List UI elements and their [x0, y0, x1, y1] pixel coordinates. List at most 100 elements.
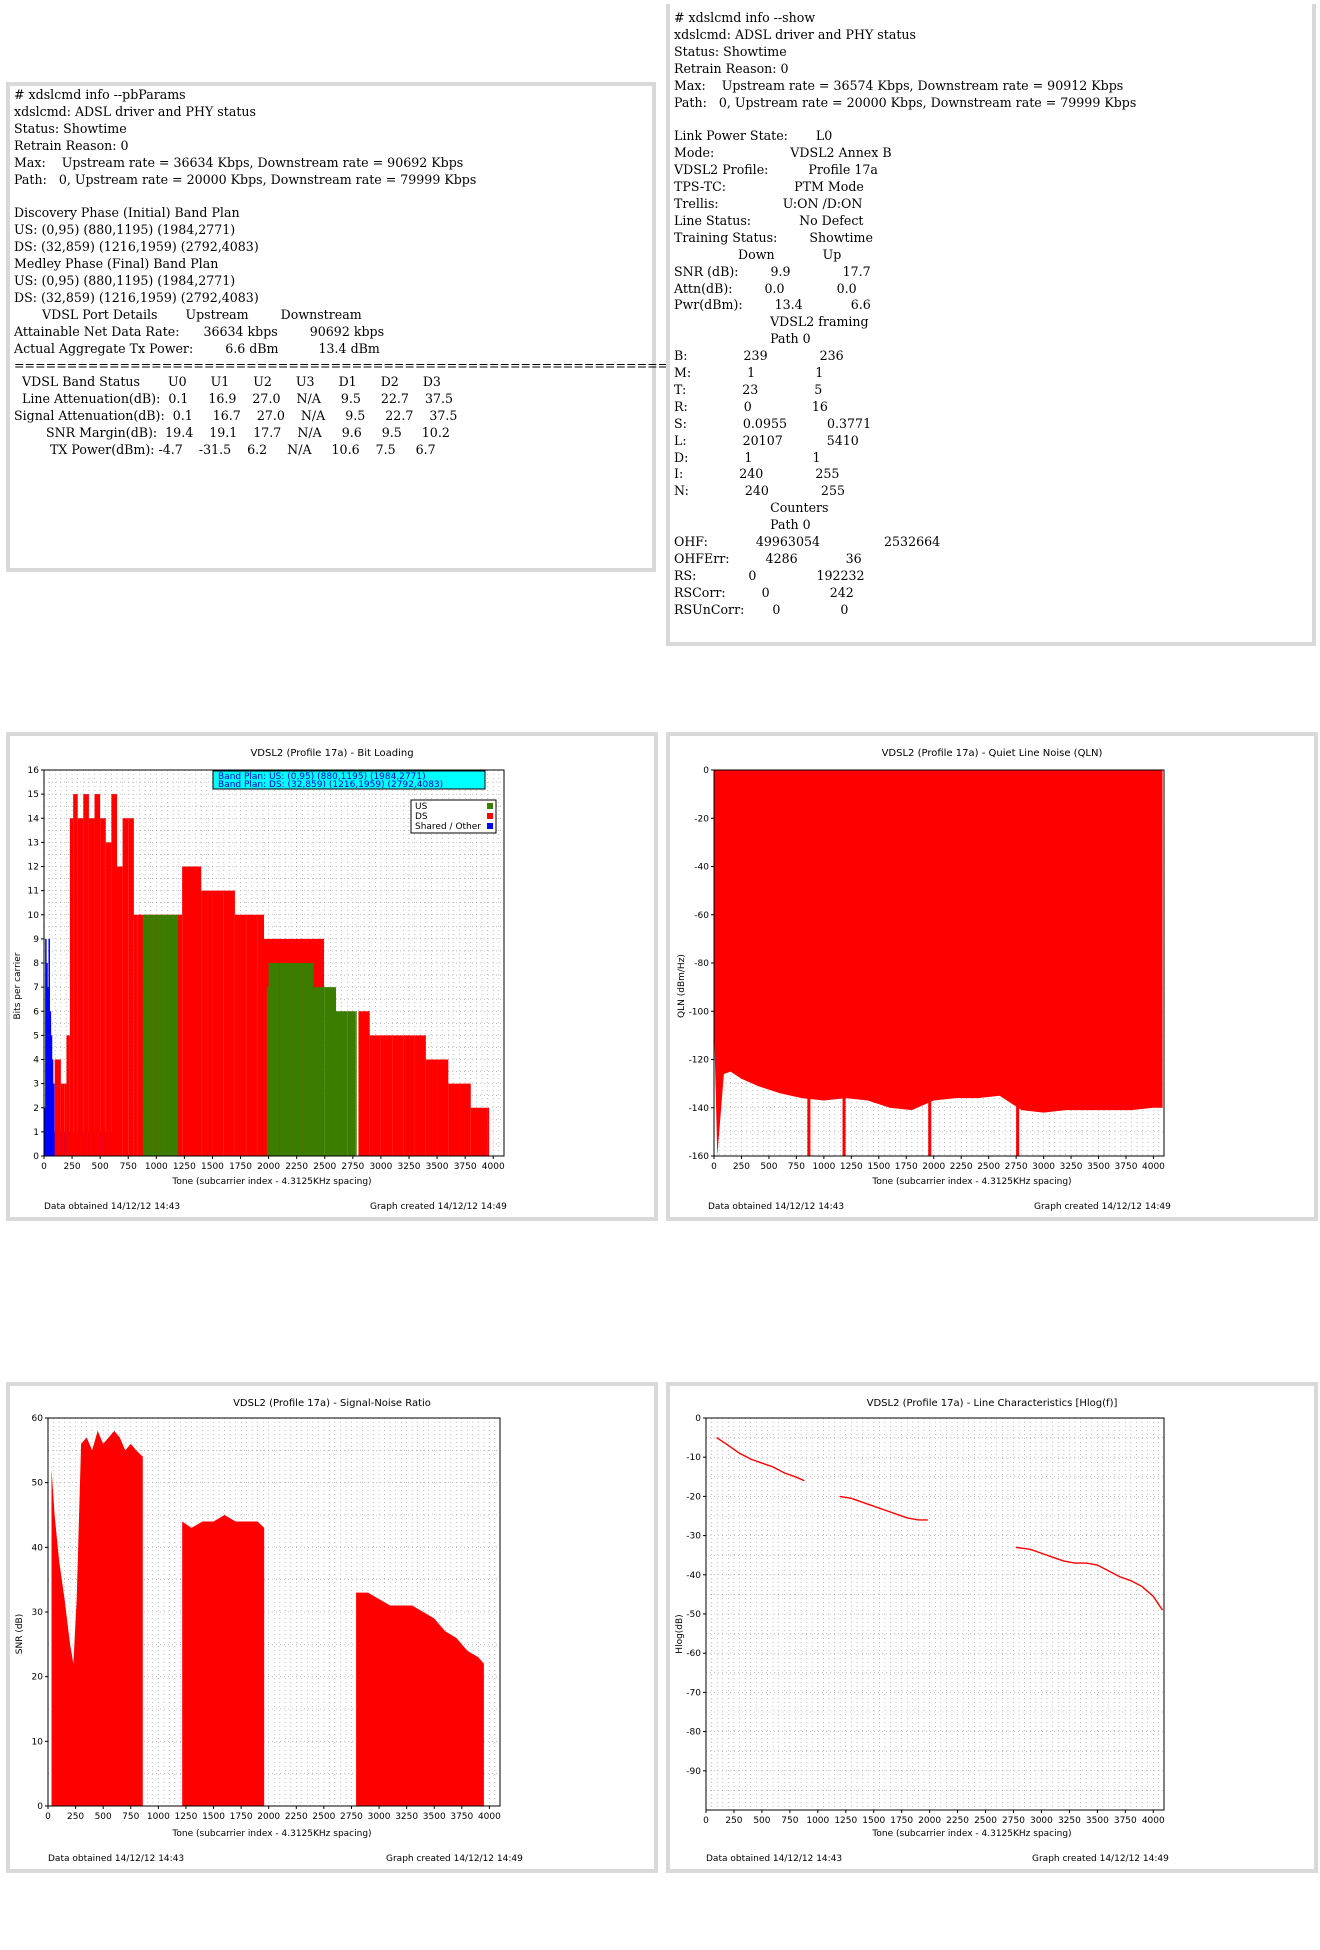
- bit-bar-shared-other: [49, 1011, 52, 1156]
- y-tick-label: -30: [686, 1532, 701, 1542]
- y-tick-label: 6: [33, 1007, 39, 1017]
- x-tick-label: 0: [45, 1812, 51, 1822]
- show-line: Path 0: [770, 331, 811, 347]
- x-tick-label: 4000: [482, 1162, 505, 1172]
- qln-chart: 0 250 500 750 1000 1250 1500 1750 2000 2250 2500 27…: [677, 748, 1171, 1212]
- pbparams-line: Status: Showtime: [14, 120, 127, 136]
- x-axis-label: Tone (subcarrier index - 4.3125KHz spaci…: [871, 1177, 1071, 1187]
- x-tick-label: 750: [122, 1812, 139, 1822]
- y-tick-label: -140: [689, 1104, 710, 1114]
- bit-bar-us: [291, 963, 303, 1156]
- y-tick-label: -100: [689, 1007, 710, 1017]
- x-tick-label: 1250: [840, 1162, 863, 1172]
- hlog-graph: 0 250 500 750 1000 1250 1500 1750 2000 2250 2500 27…: [666, 1382, 1318, 1873]
- y-tick-label: -70: [686, 1688, 701, 1698]
- x-tick-label: 2750: [340, 1812, 363, 1822]
- y-tick-label: 30: [32, 1608, 44, 1618]
- show-line: RSCorr: 0 242: [674, 584, 854, 600]
- x-axis-label: Tone (subcarrier index - 4.3125KHz spaci…: [871, 1829, 1071, 1839]
- x-tick-label: 1250: [173, 1162, 196, 1172]
- graph-created: Graph created 14/12/12 14:49: [386, 1854, 523, 1864]
- y-tick-label: 10: [28, 911, 40, 921]
- bit-bar-ds: [246, 914, 258, 1156]
- x-tick-label: 2000: [922, 1162, 945, 1172]
- chart-title: VDSL2 (Profile 17a) - Bit Loading: [250, 748, 413, 759]
- x-tick-label: 4000: [1142, 1816, 1165, 1826]
- show-line: RSUnCorr: 0 0: [674, 601, 849, 617]
- show-line: TPS-TC: PTM Mode: [674, 179, 864, 195]
- band-plan-us: Band Plan: US: (0,95) (880,1195) (1984,2…: [218, 772, 426, 782]
- bit-bar-ds: [392, 1035, 404, 1156]
- qln-graph: 0 250 500 750 1000 1250 1500 1750 2000 2250 2500 27…: [666, 732, 1318, 1221]
- show-line: SNR (dB): 9.9 17.7: [674, 263, 871, 279]
- x-tick-label: 3500: [1087, 1162, 1110, 1172]
- bit-bar-shared-other: [46, 963, 48, 1156]
- bit-bar-ds: [66, 1035, 70, 1156]
- x-tick-label: 2750: [341, 1162, 364, 1172]
- show-line: Down Up: [738, 246, 842, 262]
- show-line: N: 240 255: [674, 483, 845, 499]
- x-tick-label: 750: [781, 1816, 798, 1826]
- bit-bar-shared-other: [47, 987, 49, 1156]
- x-tick-label: 500: [760, 1162, 777, 1172]
- bit-bar-ds: [459, 1083, 471, 1156]
- x-tick-label: 1750: [229, 1162, 252, 1172]
- bit-bar-shared-other: [50, 1035, 53, 1156]
- x-tick-label: 2250: [946, 1816, 969, 1826]
- snr-graph: 0 250 500 750 1000 1250 1500 1750 2000 2250 2500 27…: [6, 1382, 658, 1873]
- snr-band-area: [182, 1515, 265, 1806]
- x-tick-label: 500: [95, 1812, 112, 1822]
- y-tick-label: 3: [33, 1080, 39, 1090]
- bit-bar-ds: [369, 1035, 381, 1156]
- bit-bar-us: [313, 987, 325, 1156]
- show-line: Line Status: No Defect: [674, 212, 864, 228]
- bit-bar-us: [335, 1011, 348, 1156]
- data-obtained: Data obtained 14/12/12 14:43: [44, 1202, 180, 1212]
- x-tick-label: 1250: [834, 1816, 857, 1826]
- pbparams-line: Path: 0, Upstream rate = 20000 Kbps, Dow…: [14, 171, 477, 187]
- bit-bar-ds: [257, 914, 265, 1156]
- y-tick-label: 60: [32, 1414, 44, 1424]
- pbparams-line: TX Power(dBm): -4.7 -31.5 6.2 N/A 10.6 7…: [50, 442, 436, 458]
- x-tick-label: 1750: [890, 1816, 913, 1826]
- data-obtained: Data obtained 14/12/12 14:43: [706, 1854, 842, 1864]
- bit-bar-ds: [403, 1035, 415, 1156]
- show-line: Retrain Reason: 0: [674, 60, 789, 76]
- bit-bar-ds: [448, 1083, 460, 1156]
- pbparams-line: Retrain Reason: 0: [14, 137, 129, 153]
- y-tick-label: -20: [694, 814, 709, 824]
- legend-box: [410, 799, 497, 834]
- bit-bar-ds: [69, 818, 74, 1156]
- y-tick-label: 13: [28, 838, 39, 848]
- y-tick-label: 0: [695, 1414, 701, 1424]
- bit-bar-ds: [54, 1059, 58, 1156]
- bit-bar-ds: [437, 1059, 449, 1156]
- pbparams-line: VDSL Band Status U0 U1 U2 U3 D1 D2 D3: [22, 374, 441, 390]
- x-tick-label: 1500: [201, 1162, 224, 1172]
- y-axis-label: Bits per carrier: [13, 952, 23, 1019]
- x-tick-label: 1500: [862, 1816, 885, 1826]
- x-tick-label: 4000: [1142, 1162, 1165, 1172]
- bit-bar-shared-other: [48, 938, 50, 1156]
- y-tick-label: -10: [686, 1453, 701, 1463]
- legend-shared-swatch: [487, 823, 493, 829]
- show-line: D: 1 1: [674, 449, 821, 465]
- pbparams-line: Discovery Phase (Initial) Band Plan: [14, 205, 240, 221]
- x-tick-label: 3500: [426, 1162, 449, 1172]
- show-line: Path 0: [770, 517, 811, 533]
- show-line: OHFErr: 4286 36: [674, 551, 862, 566]
- x-tick-label: 3250: [1058, 1816, 1081, 1826]
- y-tick-label: 2: [33, 1104, 39, 1114]
- bit-bar-shared-other: [52, 1083, 55, 1156]
- x-tick-label: 250: [67, 1812, 84, 1822]
- x-tick-label: 2500: [974, 1816, 997, 1826]
- x-tick-label: 3000: [1032, 1162, 1055, 1172]
- x-tick-label: 3250: [395, 1812, 418, 1822]
- pbparams-line: Line Attenuation(dB): 0.1 16.9 27.0 N/A …: [22, 391, 453, 407]
- bit-bar-us: [268, 963, 280, 1156]
- y-axis-label: QLN (dBm/Hz): [677, 954, 687, 1018]
- x-tick-label: 250: [725, 1816, 742, 1826]
- x-tick-label: 250: [733, 1162, 750, 1172]
- data-obtained: Data obtained 14/12/12 14:43: [48, 1854, 184, 1864]
- y-tick-label: 8: [33, 959, 39, 969]
